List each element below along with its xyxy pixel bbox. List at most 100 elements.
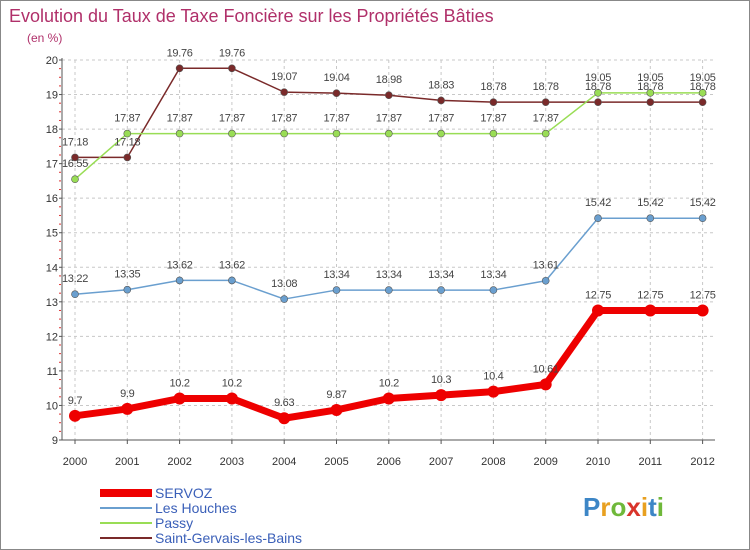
data-label-passy: 17.87	[114, 113, 140, 125]
data-label-passy: 19.05	[637, 72, 663, 84]
legend-label-servoz: SERVOZ	[155, 485, 213, 501]
data-point-saint-gervais-les-bains	[437, 96, 445, 105]
data-point-servoz	[330, 403, 343, 416]
data-point-les-houches	[71, 290, 79, 299]
data-label-passy: 17.87	[376, 113, 402, 125]
data-point-saint-gervais-les-bains	[698, 98, 707, 106]
data-label-les-houches: 15.42	[585, 197, 611, 209]
data-point-passy	[698, 89, 707, 97]
y-tick-label: 10	[46, 400, 58, 412]
data-label-les-houches: 13.62	[167, 259, 193, 271]
data-label-servoz: 9.87	[326, 389, 346, 401]
y-tick-label: 13	[46, 297, 58, 309]
data-point-passy	[384, 129, 393, 138]
data-label-saint-gervais-les-bains: 19.07	[271, 71, 297, 83]
x-tick-label: 2008	[481, 456, 505, 468]
data-point-passy	[541, 129, 550, 138]
data-point-saint-gervais-les-bains	[646, 98, 655, 106]
data-label-servoz: 12.75	[637, 289, 663, 301]
data-point-passy	[71, 175, 79, 183]
data-point-servoz	[487, 385, 500, 398]
data-label-saint-gervais-les-bains: 18.78	[637, 81, 663, 93]
data-point-servoz	[278, 412, 291, 425]
chart-title: Evolution du Taux de Taxe Foncière sur l…	[9, 6, 494, 26]
x-tick-label: 2000	[63, 456, 87, 468]
data-point-les-houches	[437, 286, 445, 294]
data-label-passy: 17.87	[428, 113, 454, 125]
data-point-servoz	[225, 392, 238, 405]
data-label-servoz: 10.2	[222, 378, 242, 390]
data-point-les-houches	[489, 286, 498, 294]
data-point-servoz	[69, 409, 81, 422]
data-point-les-houches	[646, 214, 655, 223]
y-tick-label: 19	[46, 90, 58, 102]
data-label-servoz: 10.61	[533, 363, 559, 375]
data-label-saint-gervais-les-bains: 19.76	[219, 47, 245, 59]
data-point-les-houches	[332, 286, 341, 294]
data-label-saint-gervais-les-bains: 17.18	[114, 136, 140, 148]
data-point-passy	[646, 89, 655, 97]
data-label-passy: 19.05	[585, 72, 611, 84]
data-label-servoz: 10.2	[379, 378, 399, 390]
data-point-passy	[437, 129, 445, 138]
x-tick-label: 2011	[638, 456, 662, 468]
data-point-servoz	[173, 392, 186, 405]
data-point-saint-gervais-les-bains	[280, 88, 289, 96]
y-tick-label: 17	[46, 159, 58, 171]
data-label-servoz: 9.63	[274, 397, 294, 409]
data-label-servoz: 12.75	[585, 289, 611, 301]
x-tick-label: 2010	[586, 456, 610, 468]
data-label-servoz: 9.7	[68, 395, 83, 407]
y-tick-label: 14	[46, 262, 58, 274]
data-label-passy: 17.87	[219, 113, 245, 125]
data-label-servoz: 10.3	[431, 374, 451, 386]
data-point-passy	[489, 129, 498, 138]
data-label-les-houches: 13.34	[376, 269, 402, 281]
legend-label-les-houches: Les Houches	[155, 500, 237, 516]
data-point-les-houches	[123, 285, 132, 294]
y-tick-label: 9	[52, 435, 58, 447]
legend-label-saint-gervais-les-bains: Saint-Gervais-les-Bains	[155, 530, 302, 546]
y-tick-label: 20	[46, 55, 58, 67]
data-label-saint-gervais-les-bains: 18.83	[428, 79, 454, 91]
y-tick-label: 15	[46, 228, 58, 240]
data-point-saint-gervais-les-bains	[71, 153, 79, 162]
data-point-passy	[228, 129, 236, 138]
data-label-passy: 16.55	[62, 158, 88, 170]
data-label-les-houches: 13.61	[533, 260, 559, 272]
data-label-saint-gervais-les-bains: 18.78	[690, 81, 716, 93]
data-label-saint-gervais-les-bains: 18.78	[480, 81, 506, 93]
series-servoz	[69, 304, 709, 425]
data-label-saint-gervais-les-bains: 18.78	[533, 81, 559, 93]
data-label-passy: 17.87	[533, 113, 559, 125]
x-tick-label: 2001	[115, 456, 139, 468]
y-tick-label: 16	[46, 193, 58, 205]
data-label-saint-gervais-les-bains: 18.78	[585, 81, 611, 93]
data-point-les-houches	[698, 214, 707, 223]
data-label-les-houches: 13.35	[114, 269, 140, 281]
data-label-passy: 17.87	[323, 113, 349, 125]
data-label-passy: 17.87	[167, 113, 193, 125]
x-tick-label: 2004	[272, 456, 296, 468]
data-label-les-houches: 13.62	[219, 259, 245, 271]
y-tick-label: 18	[46, 124, 58, 136]
proxiti-wordmark: Proxiti	[583, 492, 664, 522]
data-point-saint-gervais-les-bains	[175, 64, 184, 73]
proxiti-logo: Proxiti	[583, 492, 664, 522]
data-point-servoz	[121, 402, 134, 415]
data-label-les-houches: 13.34	[323, 269, 349, 281]
data-label-les-houches: 13.34	[428, 269, 454, 281]
x-tick-label: 2012	[690, 456, 714, 468]
data-label-les-houches: 13.22	[62, 273, 88, 285]
data-point-saint-gervais-les-bains	[541, 98, 550, 106]
data-point-saint-gervais-les-bains	[123, 153, 132, 162]
x-tick-label: 2009	[533, 456, 557, 468]
data-point-saint-gervais-les-bains	[228, 64, 236, 73]
data-point-servoz	[592, 304, 604, 317]
data-point-servoz	[382, 392, 395, 405]
data-label-passy: 17.87	[480, 113, 506, 125]
data-label-les-houches: 15.42	[690, 197, 716, 209]
